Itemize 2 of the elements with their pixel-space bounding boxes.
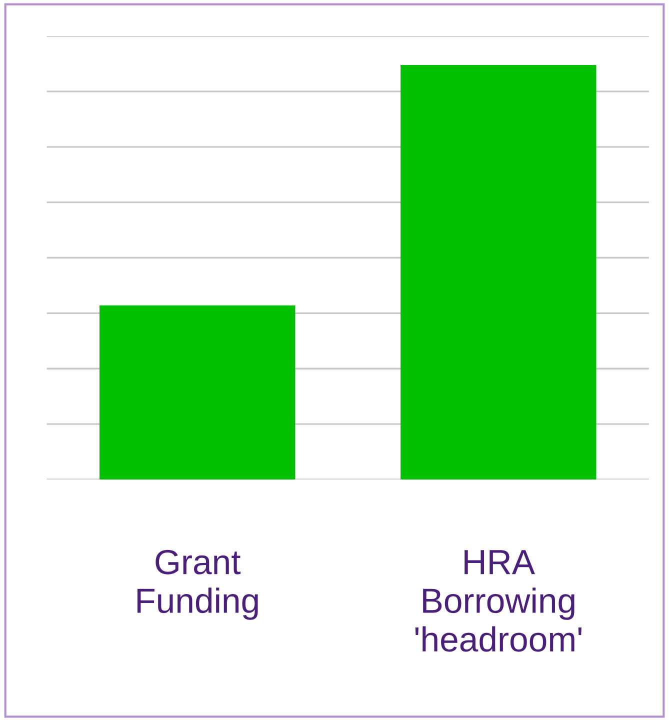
x-tick-label: Grant Funding <box>137 550 258 620</box>
x-tick-label: HRA Borrowing 'headroom' <box>415 550 582 652</box>
